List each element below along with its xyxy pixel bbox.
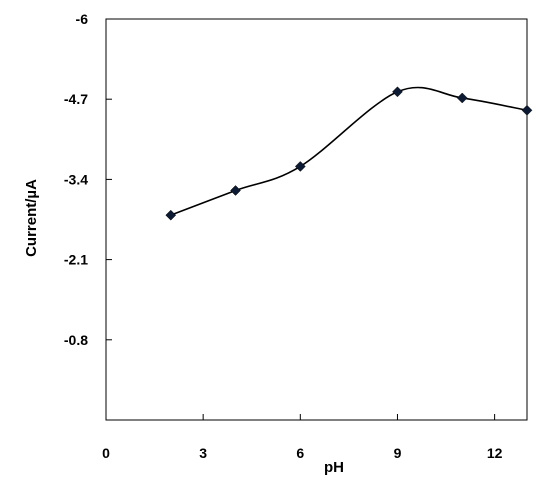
data-point-marker [294,161,306,172]
data-point-marker [521,104,533,116]
series-markers [165,86,533,221]
x-tick-label: 3 [199,445,207,461]
data-point-marker [230,185,241,196]
x-tick-label: 9 [394,445,402,461]
y-tick-label: -0.8 [64,332,88,348]
x-axis-title: pH [324,459,344,476]
y-axis: -6 -4.7 -3.4 -2.1 -0.8 [64,11,112,348]
x-tick-label: 0 [102,445,110,461]
x-axis: 0 3 6 9 12 [102,414,503,461]
data-point-marker [456,92,468,104]
y-tick-label: -3.4 [64,171,88,187]
plot-area-frame [105,18,528,421]
y-tick-label: -6 [76,11,89,27]
y-axis-title: Current/µA [23,179,40,257]
y-tick-label: -4.7 [64,91,88,107]
data-point-marker [392,86,403,98]
y-tick-label: -2.1 [64,252,88,268]
data-point-marker [165,209,177,221]
x-tick-label: 6 [296,445,304,461]
x-tick-label: 12 [487,445,503,461]
